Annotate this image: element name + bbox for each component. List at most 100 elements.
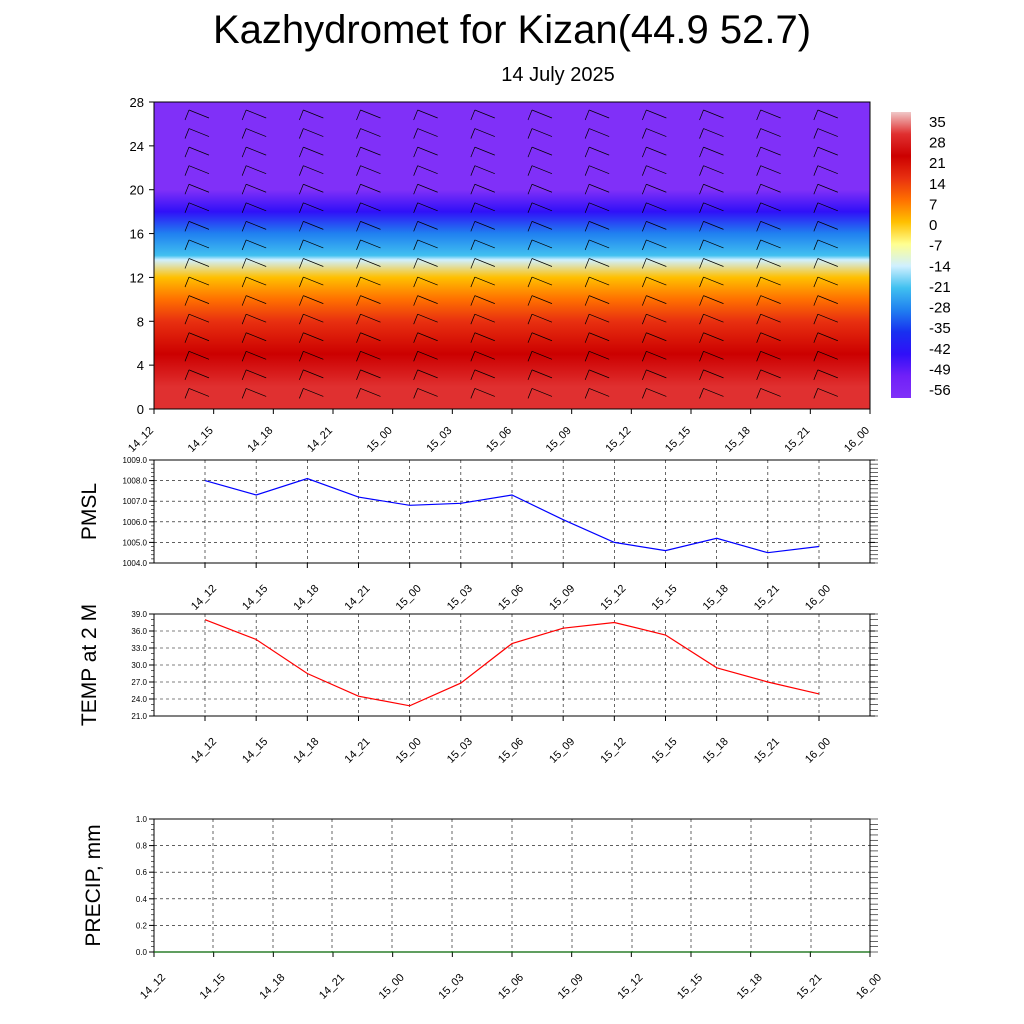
wind-barb: [527, 313, 553, 325]
wind-barb: [241, 146, 267, 158]
panel-frame: [153, 459, 871, 564]
x-tick-label: 15_15: [650, 583, 680, 613]
y-tick-label: 0: [137, 402, 144, 417]
x-tick-label: 14_12: [138, 972, 168, 1002]
wind-barb: [184, 221, 210, 232]
colorbar-label: 0: [929, 217, 937, 234]
wind-barb: [299, 183, 324, 195]
pmsl-panel: 1004.0 1005.0 1006.0 1007.0 1008.0 1009.0 14_1…: [78, 456, 878, 613]
x-tick-label: 16_00: [842, 425, 872, 455]
wind-barb: [813, 350, 838, 362]
wind-barbs: [184, 109, 838, 399]
wind-barb: [470, 202, 495, 213]
wind-barb: [699, 276, 724, 288]
wind-barb: [299, 165, 324, 176]
wind-barb: [241, 239, 267, 251]
wind-barb: [756, 239, 781, 251]
x-tick-label: 14_15: [240, 736, 270, 766]
wind-barb: [642, 109, 667, 121]
wind-barb: [184, 183, 210, 195]
wind-barb: [813, 388, 838, 399]
wind-barb: [184, 295, 210, 306]
wind-barb: [184, 332, 210, 343]
wind-barb: [584, 221, 610, 232]
wind-barb: [756, 183, 781, 195]
wind-barb: [299, 350, 324, 362]
y-tick-label: 30.0: [131, 661, 147, 670]
x-tick-label: 15_18: [701, 736, 731, 766]
y-tick-label: 33.0: [131, 644, 147, 653]
wind-barb: [184, 258, 210, 269]
y-axis-label: PRECIP, mm: [82, 824, 105, 946]
wind-barb: [699, 332, 724, 343]
wind-barb: [470, 388, 495, 399]
x-tick-label: 14_15: [198, 972, 228, 1002]
y-tick-label: 4: [137, 358, 144, 373]
wind-barb: [584, 369, 610, 381]
wind-barb: [184, 109, 210, 121]
wind-barb: [584, 128, 610, 139]
wind-barb: [470, 146, 495, 158]
wind-barb: [413, 165, 438, 176]
wind-barb: [241, 109, 267, 121]
wind-barb: [241, 165, 267, 176]
colorbar-label: -42: [929, 341, 951, 358]
wind-barb: [356, 202, 381, 213]
wind-barb: [584, 165, 610, 176]
colorbar-label: 21: [929, 155, 946, 172]
wind-barb: [470, 295, 495, 306]
wind-barb: [756, 313, 781, 325]
wind-barb: [470, 183, 495, 195]
x-tick-label: 15_12: [598, 583, 628, 613]
y-tick-label: 24.0: [131, 695, 147, 704]
wind-barb: [356, 276, 381, 288]
y-tick-label: 24: [130, 139, 144, 154]
wind-barb: [642, 350, 667, 362]
wind-barb: [756, 295, 781, 306]
wind-barb: [241, 221, 267, 232]
colorbar-label: -49: [929, 361, 951, 378]
wind-barb: [584, 313, 610, 325]
wind-barb: [527, 109, 553, 121]
x-tick-label: 14_21: [343, 736, 373, 766]
wind-barb: [184, 276, 210, 288]
wind-barb: [527, 202, 553, 213]
wind-barb: [813, 258, 838, 269]
wind-barb: [184, 202, 210, 213]
colorbar-scale: [891, 112, 911, 398]
x-tick-label: 15_12: [615, 972, 645, 1002]
wind-barb: [756, 146, 781, 158]
y-tick-label: 39.0: [131, 610, 147, 619]
wind-barb: [699, 128, 724, 139]
wind-barb: [299, 388, 324, 399]
wind-barb: [299, 109, 324, 121]
wind-barb: [756, 128, 781, 139]
wind-barb: [642, 295, 667, 306]
wind-barb: [584, 332, 610, 343]
y-tick-label: 8: [137, 314, 144, 329]
wind-barb: [356, 295, 381, 306]
colorbar-label: -7: [929, 238, 942, 255]
chart-title: Kazhydromet for Kizan(44.9 52.7): [212, 8, 812, 52]
series-line: [204, 477, 820, 554]
wind-barb: [813, 313, 838, 325]
wind-barb: [584, 239, 610, 251]
wind-barb: [356, 239, 381, 251]
y-tick-label: 0.2: [136, 921, 148, 930]
x-tick-label: 14_18: [257, 972, 287, 1002]
wind-barb: [470, 239, 495, 251]
y-tick-label: 1009.0: [123, 456, 148, 465]
y-tick-label: 1007.0: [123, 497, 148, 506]
panel-frame: [153, 613, 871, 717]
wind-barb: [642, 165, 667, 176]
y-tick-label: 36.0: [131, 627, 147, 636]
x-tick-label: 15_15: [675, 972, 705, 1002]
wind-barb: [184, 350, 210, 362]
wind-barb: [356, 146, 381, 158]
wind-barb: [356, 165, 381, 176]
wind-barb: [813, 295, 838, 306]
wind-barb: [642, 221, 667, 232]
x-tick-label: 15_00: [394, 583, 424, 613]
wind-barb: [527, 128, 553, 139]
wind-barb: [299, 202, 324, 213]
